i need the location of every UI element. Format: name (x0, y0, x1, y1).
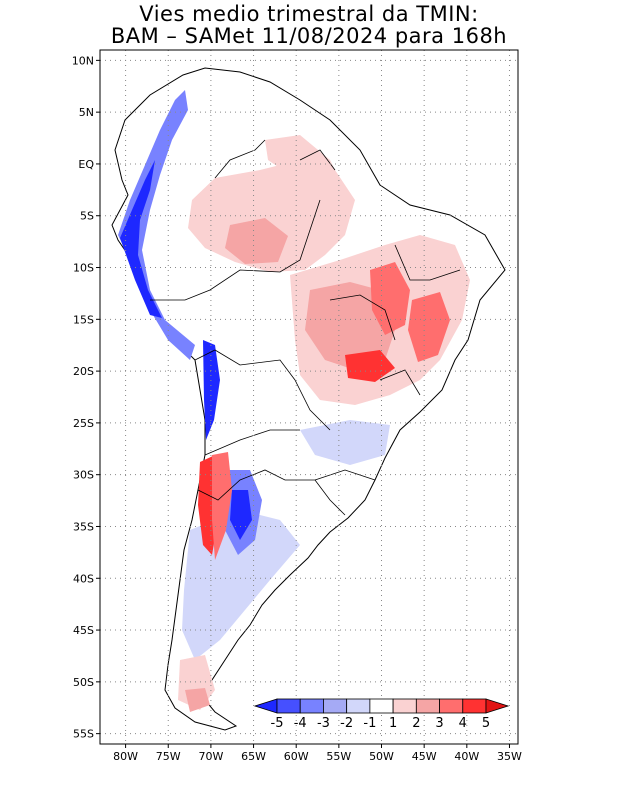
anomaly-negative-north-andes-core (120, 160, 162, 318)
anomaly-positive-brazil-east (408, 292, 450, 362)
anomaly-positive-chile-border (212, 452, 232, 560)
colorbar-label: 1 (389, 716, 397, 731)
colorbar-label: -5 (271, 716, 284, 731)
lat-tick-label: 55S (73, 728, 94, 741)
lon-tick-label: 50W (369, 750, 394, 763)
lon-tick-label: 80W (113, 750, 138, 763)
lat-tick-label: 40S (73, 572, 94, 585)
lat-tick-label: 10N (72, 54, 94, 67)
colorbar-bin (462, 698, 487, 714)
colorbar-arrow-low (253, 698, 278, 714)
colorbar-bin (439, 698, 464, 714)
graticule (100, 50, 518, 744)
map-title-line2: BAM – SAMet 11/08/2024 para 168h (110, 24, 508, 48)
colorbar: -5 -4 -3 -2 -1 1 2 3 4 5 (253, 698, 510, 731)
colorbar-label: 4 (459, 716, 467, 731)
colorbar-bin (369, 698, 394, 714)
lat-tick-label: 30S (73, 469, 94, 482)
lon-tick-label: 40W (454, 750, 479, 763)
anomaly-positive-north (265, 135, 345, 190)
lon-tick-label: 45W (412, 750, 437, 763)
lat-tick-label: 5S (80, 210, 94, 223)
anomaly-positive-tierra-del-fuego (185, 688, 210, 712)
colorbar-bin (323, 698, 348, 714)
anomaly-positive-brazil-core (370, 262, 410, 335)
lat-tick-label: 45S (73, 624, 94, 637)
lat-tick-label: 35S (73, 520, 94, 533)
map-frame (99, 49, 519, 745)
lon-tick-label: 70W (198, 750, 223, 763)
lon-tick-label: 65W (241, 750, 266, 763)
colorbar-label: -3 (317, 716, 330, 731)
colorbar-bin (346, 698, 371, 714)
colorbar-arrow-high (485, 698, 510, 714)
lon-tick-label: 55W (326, 750, 351, 763)
colorbar-label: -2 (340, 716, 353, 731)
anomaly-negative-chile-north (203, 340, 220, 440)
latitude-labels: 10N 5N EQ 5S 10S 15S 20S 25S 30S 35S 40S 45S 50S 55S (72, 54, 100, 741)
colorbar-label: 3 (435, 716, 443, 731)
longitude-labels: 80W 75W 70W 65W 60W 55W 50W 45W 40W 35W (113, 744, 522, 763)
lon-tick-label: 60W (284, 750, 309, 763)
country-borders (150, 139, 461, 516)
map-plot-area (111, 67, 506, 731)
lat-tick-label: 50S (73, 676, 94, 689)
colorbar-label: -4 (294, 716, 307, 731)
colorbar-bin (299, 698, 324, 714)
colorbar-label: -1 (363, 716, 376, 731)
lat-tick-label: 5N (79, 106, 94, 119)
colorbar-bin (392, 698, 417, 714)
colorbar-label: 5 (482, 716, 490, 731)
lat-tick-label: EQ (78, 158, 94, 171)
anomaly-positive-amazon-core (225, 218, 288, 264)
lat-tick-label: 10S (73, 262, 94, 275)
lat-tick-label: 15S (73, 313, 94, 326)
colorbar-bin (276, 698, 301, 714)
lat-tick-label: 25S (73, 417, 94, 430)
lat-tick-label: 20S (73, 365, 94, 378)
map-title-line1: Vies medio trimestral da TMIN: (139, 2, 479, 26)
anomaly-negative-south-brazil (300, 420, 390, 465)
colorbar-bin (415, 698, 440, 714)
anomaly-negative-argentina-core (230, 490, 252, 540)
anomaly-positive-mato-grosso (345, 350, 395, 382)
lon-tick-label: 35W (497, 750, 522, 763)
anomaly-field (118, 90, 470, 712)
colorbar-label: 2 (412, 716, 420, 731)
lon-tick-label: 75W (156, 750, 181, 763)
